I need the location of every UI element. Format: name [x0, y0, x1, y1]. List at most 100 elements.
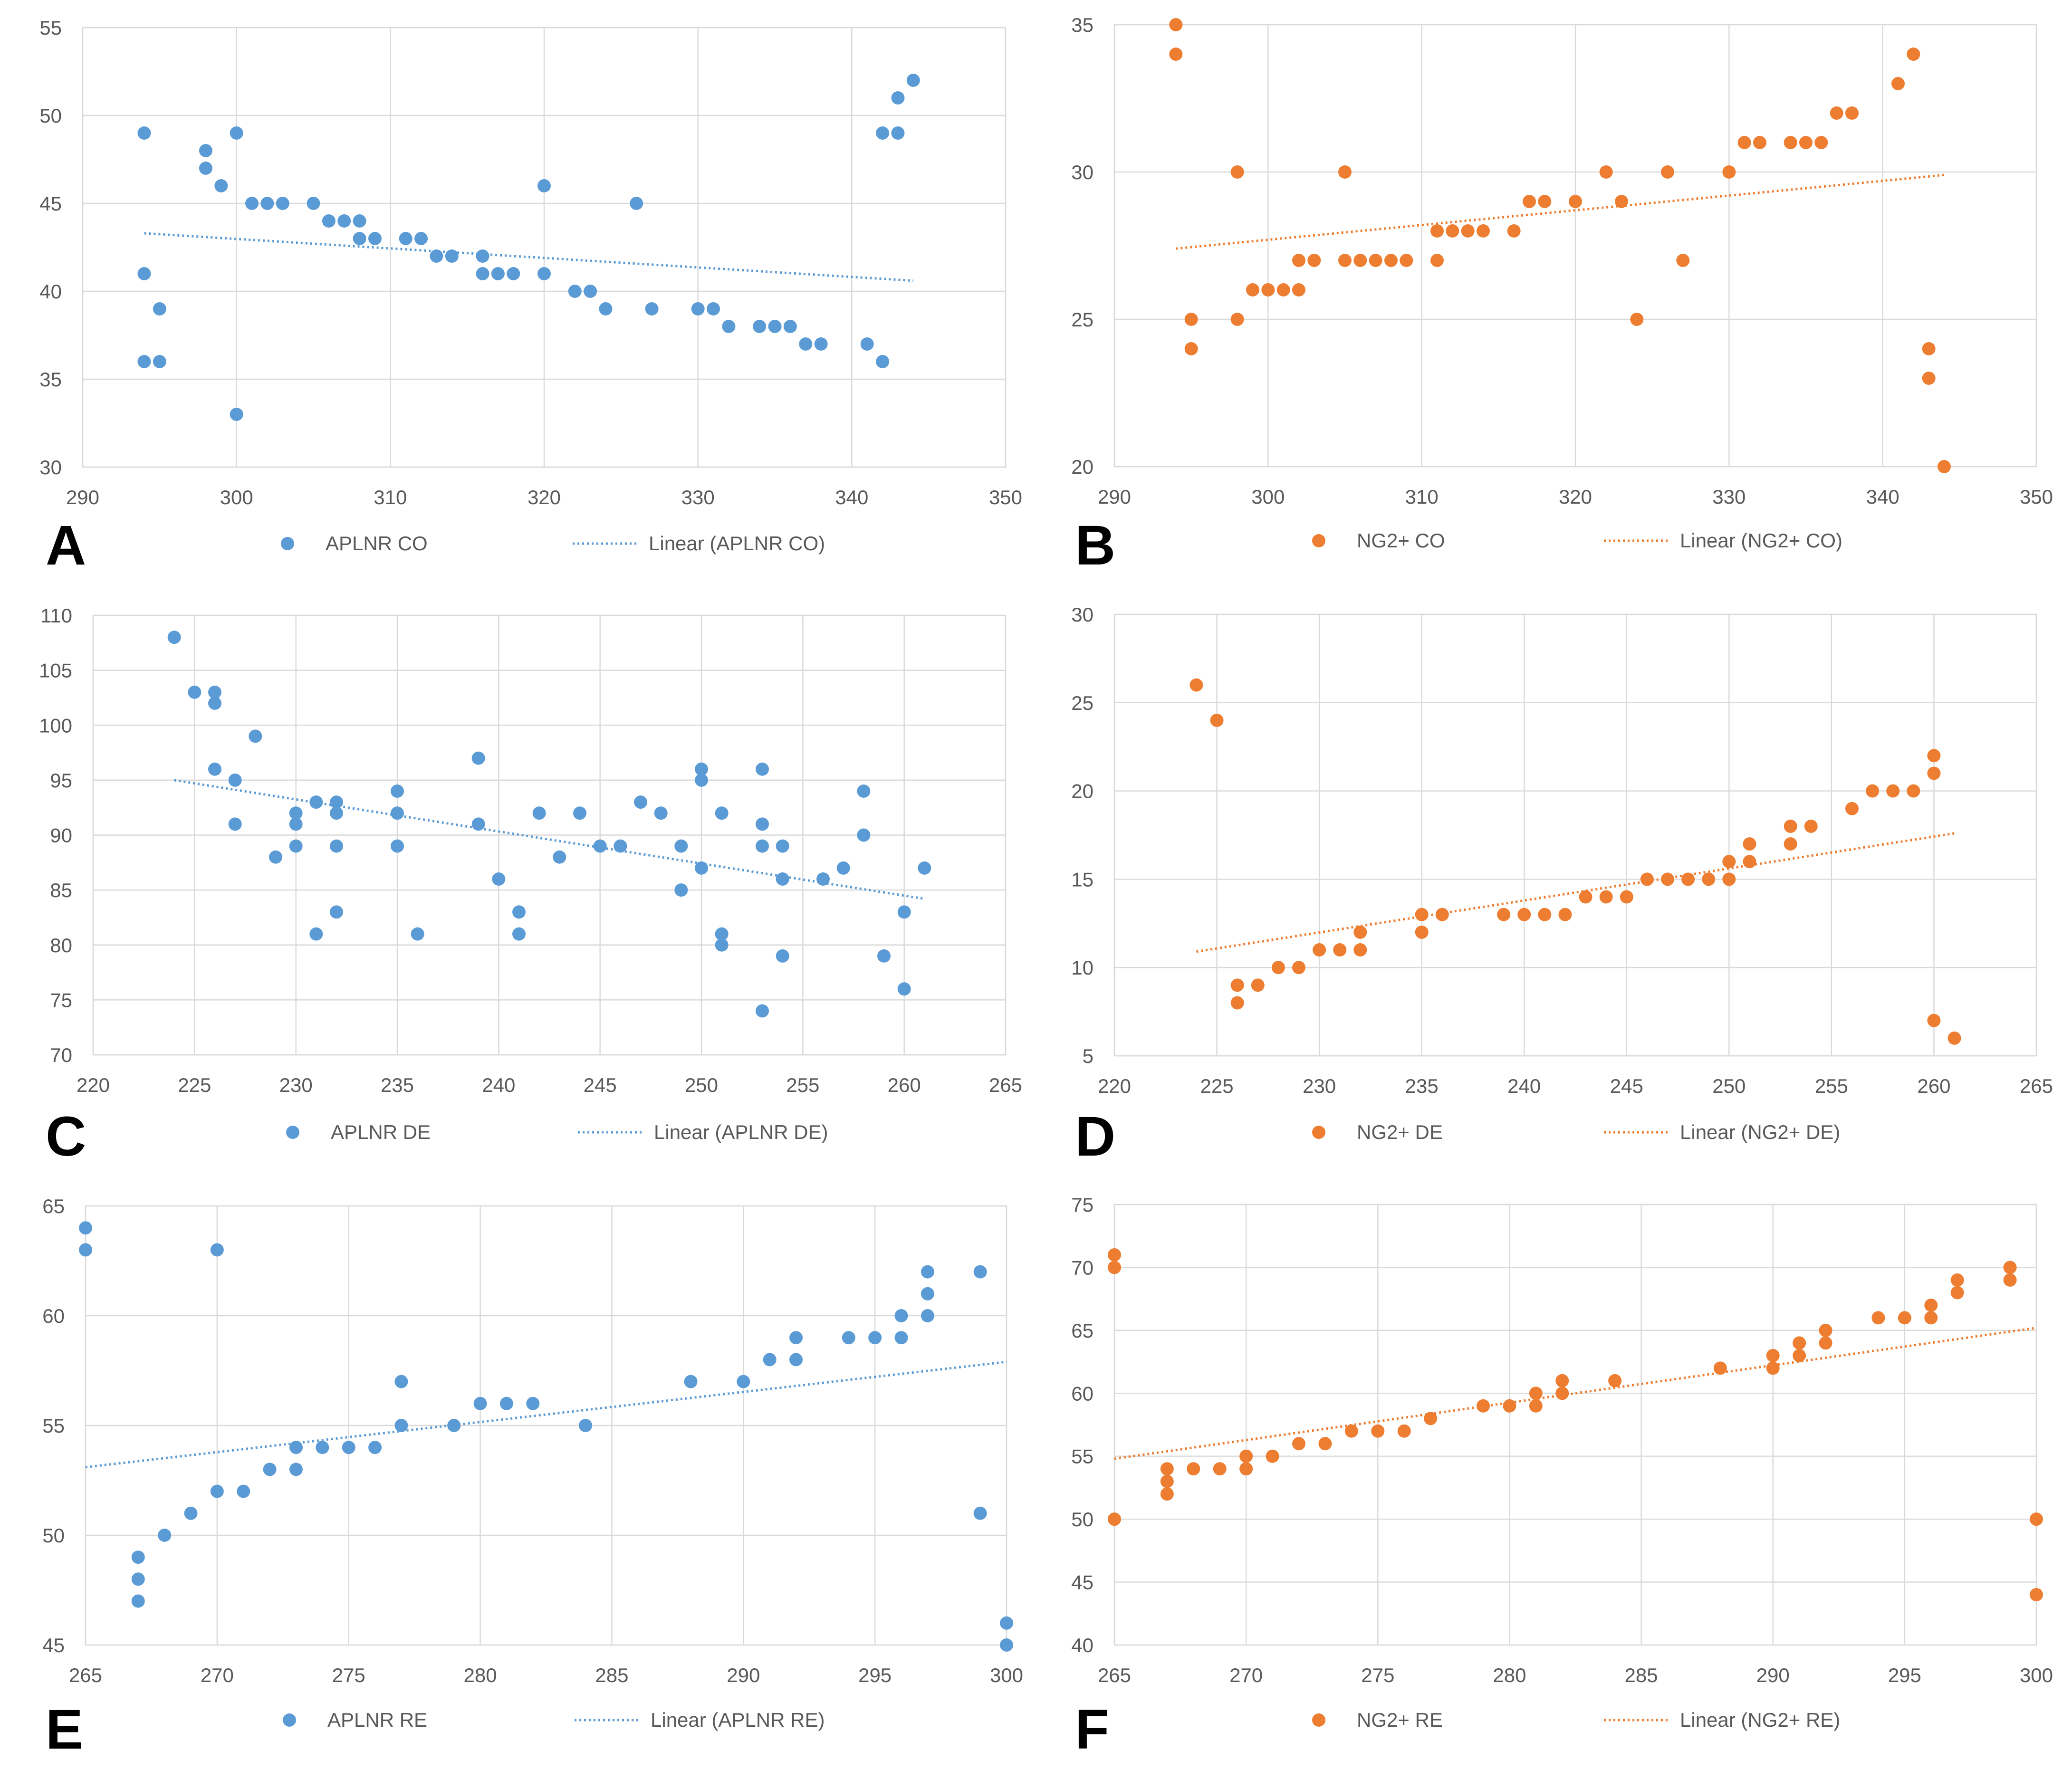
data-point	[1446, 224, 1459, 238]
data-point	[1766, 1349, 1780, 1362]
data-point	[630, 197, 643, 210]
y-tick-label: 65	[1071, 1320, 1094, 1342]
legend-marker-points	[283, 1713, 296, 1727]
data-point	[1424, 1412, 1438, 1425]
data-point	[471, 751, 485, 765]
data-point	[1276, 283, 1290, 296]
data-point	[1871, 1311, 1885, 1325]
data-point	[353, 232, 366, 245]
data-point	[1538, 195, 1552, 208]
x-tick-label: 260	[1917, 1075, 1950, 1097]
data-point	[1369, 254, 1382, 267]
legend-label-series: NG2+ RE	[1357, 1709, 1443, 1731]
data-point	[307, 197, 320, 210]
data-point	[1344, 1424, 1358, 1438]
x-tick-label: 255	[786, 1074, 819, 1096]
data-point	[1640, 872, 1654, 886]
data-point	[1814, 136, 1828, 149]
data-point	[1924, 1298, 1938, 1312]
data-point	[476, 267, 489, 280]
data-point	[1886, 784, 1900, 798]
y-tick-label: 55	[39, 17, 62, 39]
y-tick-label: 95	[50, 769, 72, 792]
data-point	[537, 179, 551, 192]
data-point	[1950, 1286, 1964, 1300]
x-tick-label: 295	[1888, 1664, 1921, 1686]
data-point	[1338, 254, 1352, 267]
y-tick-label: 45	[1071, 1571, 1094, 1594]
data-point	[210, 1243, 224, 1257]
data-point	[1784, 136, 1797, 149]
data-point	[1517, 908, 1531, 921]
data-point	[799, 337, 813, 351]
data-point	[137, 126, 151, 140]
data-point	[188, 685, 201, 699]
x-tick-label: 340	[1866, 486, 1899, 508]
data-point	[876, 126, 890, 140]
data-point	[1529, 1387, 1543, 1400]
y-tick-label: 75	[50, 989, 72, 1011]
data-point	[897, 982, 911, 996]
data-point	[1230, 978, 1244, 992]
data-point	[131, 1572, 145, 1586]
data-point	[695, 762, 708, 776]
data-point	[137, 355, 151, 368]
panel-letter: B	[1075, 514, 1115, 577]
data-point	[1523, 195, 1536, 208]
data-point	[918, 861, 931, 875]
x-tick-label: 330	[1712, 486, 1746, 508]
data-point	[79, 1243, 92, 1257]
y-tick-label: 110	[40, 604, 72, 627]
data-point	[1108, 1261, 1121, 1274]
legend: NG2+ DE Linear (NG2+ DE)	[1312, 1121, 1840, 1143]
data-point	[353, 214, 366, 228]
legend-marker-points	[286, 1126, 299, 1139]
y-tick-label: 30	[1071, 161, 1094, 183]
data-point	[674, 839, 688, 853]
data-point	[1743, 837, 1756, 851]
data-point	[1529, 1399, 1543, 1413]
data-point	[2003, 1261, 2017, 1274]
data-point	[1713, 1361, 1727, 1375]
data-point	[1599, 165, 1613, 179]
data-point	[973, 1265, 987, 1279]
x-tick-label: 310	[374, 486, 407, 508]
data-point	[1000, 1616, 1013, 1630]
data-point	[414, 232, 428, 245]
data-point	[228, 773, 242, 787]
data-point	[684, 1375, 698, 1388]
x-tick-label: 320	[528, 486, 561, 508]
y-tick-label: 100	[39, 714, 72, 736]
data-point	[471, 817, 485, 831]
x-tick-label: 265	[1098, 1664, 1131, 1686]
data-point	[208, 685, 221, 699]
data-point	[1927, 749, 1941, 763]
data-point	[768, 320, 782, 333]
trendline	[144, 232, 913, 282]
legend: NG2+ RE Linear (NG2+ RE)	[1312, 1709, 1840, 1731]
legend-label-trendline: Linear (APLNR CO)	[649, 532, 825, 555]
data-point	[1430, 254, 1444, 267]
data-point	[868, 1331, 882, 1345]
data-point	[1702, 872, 1716, 886]
data-point	[1353, 943, 1367, 957]
legend-marker-points	[1312, 1126, 1325, 1139]
data-point	[1615, 195, 1628, 208]
data-point	[1620, 890, 1633, 904]
data-point	[1938, 460, 1951, 473]
data-point	[1922, 342, 1936, 355]
data-point	[1891, 77, 1905, 90]
plot-area	[85, 1205, 1007, 1646]
x-tick-label: 280	[464, 1664, 497, 1686]
data-point	[445, 249, 459, 263]
data-point	[2003, 1273, 2017, 1287]
x-tick-label: 255	[1815, 1075, 1848, 1097]
y-tick-label: 40	[39, 280, 62, 303]
data-point	[1830, 106, 1843, 120]
data-point	[230, 126, 243, 140]
data-point	[473, 1396, 487, 1410]
data-point	[756, 1004, 769, 1018]
x-tick-label: 280	[1493, 1664, 1526, 1686]
y-tick-label: 75	[1071, 1194, 1094, 1216]
y-tick-label: 65	[42, 1195, 65, 1217]
